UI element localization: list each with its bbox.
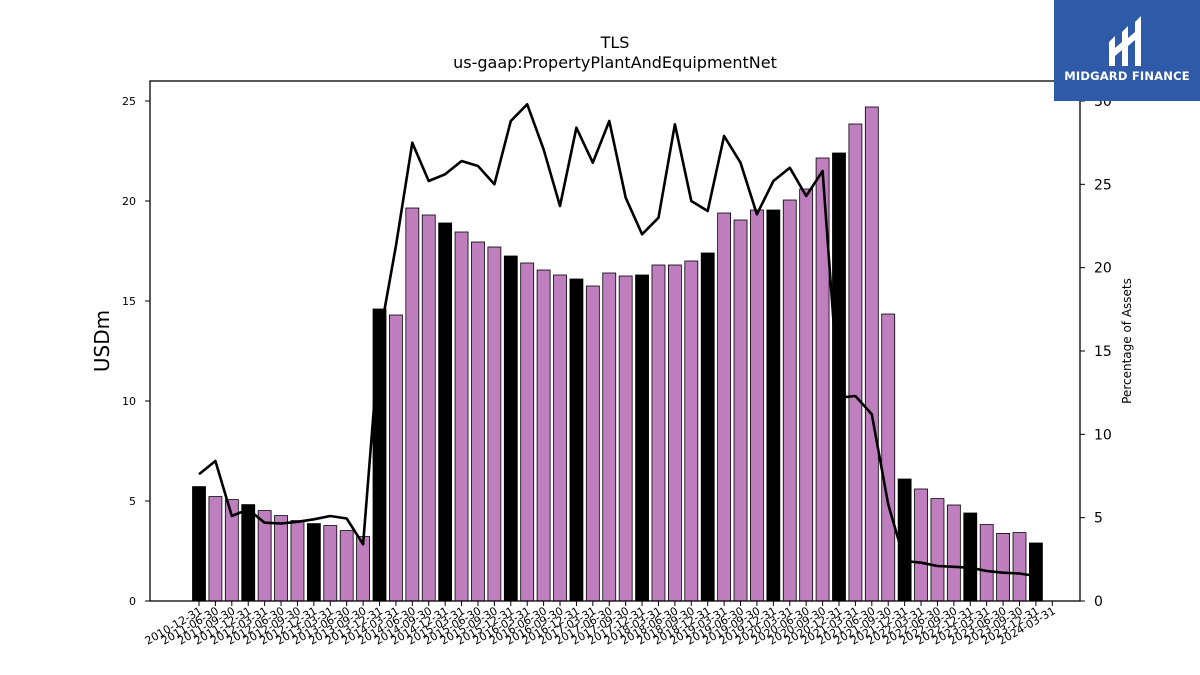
bar-2021-06-30 bbox=[864, 106, 879, 602]
y2-tick-label: 5 bbox=[1094, 511, 1103, 527]
bar-2013-03-31 bbox=[323, 525, 338, 602]
bar-2019-12-31 bbox=[766, 209, 781, 602]
bar-2017-06-30 bbox=[602, 272, 617, 602]
line-series bbox=[198, 103, 1037, 578]
bar-2015-06-30 bbox=[471, 241, 485, 602]
bar-2023-12-31 bbox=[1029, 542, 1043, 602]
bar-2012-06-30 bbox=[274, 515, 288, 602]
chart-subtitle: us-gaap:PropertyPlantAndEquipmentNet bbox=[453, 53, 777, 72]
bar-2015-03-31 bbox=[454, 231, 469, 602]
bar-2015-09-30 bbox=[487, 246, 502, 602]
bar-2012-12-31 bbox=[306, 523, 321, 602]
bar-2023-03-31 bbox=[979, 524, 994, 602]
bar-2021-12-31 bbox=[897, 478, 912, 602]
y2-tick-label: 10 bbox=[1094, 427, 1112, 443]
bar-2022-03-31 bbox=[914, 488, 928, 602]
bar-2020-03-31 bbox=[782, 199, 797, 602]
bar-2011-12-31 bbox=[241, 504, 256, 602]
bar-2023-06-30 bbox=[996, 533, 1010, 602]
bar-2021-03-31 bbox=[848, 123, 863, 602]
bar-2020-12-31 bbox=[832, 152, 846, 602]
y-tick-label: 5 bbox=[129, 495, 136, 508]
y-tick-label: 0 bbox=[129, 595, 136, 608]
bar-2017-12-31 bbox=[635, 274, 649, 602]
bar-2021-09-30 bbox=[881, 313, 896, 602]
bar-2018-12-31 bbox=[700, 252, 715, 602]
bar-2016-03-31 bbox=[520, 262, 535, 602]
bar-2016-06-30 bbox=[536, 269, 551, 602]
bar-2017-09-30 bbox=[618, 275, 633, 602]
bar-2014-06-30 bbox=[405, 207, 420, 602]
y2-tick-label: 25 bbox=[1094, 177, 1112, 193]
midgard-finance-logo: MIDGARD FINANCE bbox=[1054, 0, 1200, 101]
y2-axis-label: Percentage of Assets bbox=[1120, 278, 1134, 404]
chart-title: TLS bbox=[600, 33, 630, 52]
y2-tick-label: 0 bbox=[1094, 594, 1103, 610]
bar-2014-09-30 bbox=[421, 214, 436, 602]
bar-2013-09-30 bbox=[356, 536, 371, 602]
bar-2014-12-31 bbox=[438, 222, 453, 602]
bar-2018-09-30 bbox=[684, 260, 699, 602]
bar-2019-03-31 bbox=[717, 212, 732, 602]
bar-2023-09-30 bbox=[1012, 532, 1027, 602]
logo-text: MIDGARD FINANCE bbox=[1064, 69, 1190, 83]
y2-tick-label: 20 bbox=[1094, 261, 1112, 277]
bar-2013-06-30 bbox=[339, 530, 354, 602]
axes: 05101520250510152025302010-12-312011-06-… bbox=[122, 80, 1112, 648]
logo-mark-icon bbox=[1109, 16, 1141, 66]
bar-2019-06-30 bbox=[733, 219, 748, 602]
y2-tick-label: 15 bbox=[1094, 344, 1112, 360]
bar-2015-12-31 bbox=[503, 255, 518, 602]
bar-2022-06-30 bbox=[930, 498, 945, 602]
y-axis-label: USDm bbox=[90, 310, 114, 372]
y-tick-label: 20 bbox=[122, 195, 136, 208]
y-tick-label: 10 bbox=[122, 395, 136, 408]
bar-2020-06-30 bbox=[799, 188, 814, 602]
y-tick-label: 15 bbox=[122, 295, 136, 308]
bar-2022-09-30 bbox=[946, 504, 961, 602]
bar-2018-03-31 bbox=[651, 264, 666, 602]
bar-2018-06-30 bbox=[667, 264, 682, 602]
bar-2010-12-31 bbox=[192, 486, 206, 602]
bar-2016-12-31 bbox=[569, 278, 584, 602]
bar-2012-09-30 bbox=[290, 520, 305, 602]
bar-2011-06-30 bbox=[208, 496, 223, 602]
percentage-line bbox=[198, 103, 1037, 578]
bar-2016-09-30 bbox=[553, 274, 567, 602]
bar-2022-12-31 bbox=[963, 512, 978, 602]
bar-series bbox=[192, 106, 1043, 602]
bar-2017-03-31 bbox=[585, 285, 600, 602]
y-tick-label: 25 bbox=[122, 95, 136, 108]
bar-2014-03-31 bbox=[389, 314, 403, 602]
bar-2019-09-30 bbox=[750, 209, 764, 602]
plot-frame bbox=[149, 80, 1081, 602]
